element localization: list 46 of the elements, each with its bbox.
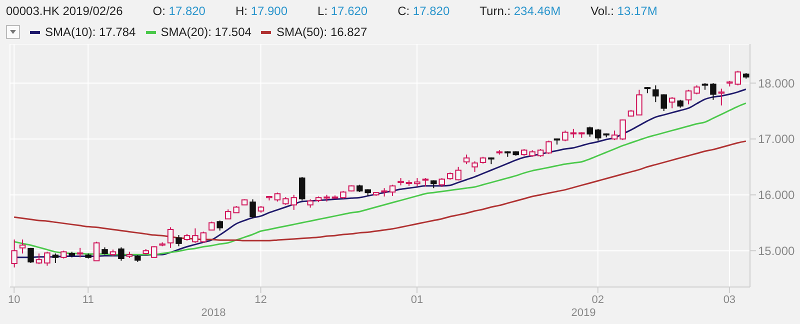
candlestick (586, 126, 594, 138)
text: 2018 (200, 307, 227, 319)
text: C: 17.820 (398, 4, 450, 18)
x-tick-label: 02 (592, 294, 604, 306)
candlestick (118, 246, 124, 262)
y-tick-label: 18.000 (758, 76, 796, 90)
y-tick-label: 16.000 (758, 188, 796, 202)
candlestick (455, 166, 462, 181)
text: H: 17.900 (235, 4, 288, 18)
candlestick (636, 89, 642, 116)
text: Vol.: 13.17M (590, 4, 658, 18)
text: 2019 (570, 307, 597, 319)
text: L: 17.620 (318, 4, 368, 18)
x-tick-label: 10 (8, 294, 20, 306)
candlestick (167, 226, 174, 248)
candlestick (298, 176, 306, 201)
x-tick-label: 03 (723, 294, 736, 306)
legend-label: SMA(10): 17.784 (45, 25, 136, 39)
text: O: 17.820 (152, 4, 206, 18)
candlestick (685, 89, 692, 105)
candlestick (28, 247, 34, 264)
candlestick (250, 198, 256, 219)
candlestick (52, 252, 59, 264)
chart-title: 00003.HK 2019/02/26 (6, 4, 123, 18)
legend-label: SMA(20): 17.504 (160, 25, 252, 39)
candlestick (594, 128, 602, 142)
candlestick (668, 96, 676, 109)
candlestick (472, 160, 478, 172)
candlestick (660, 94, 668, 112)
candlestick (176, 234, 182, 247)
x-tick-label: 01 (410, 294, 424, 306)
candlestick (463, 154, 470, 165)
x-tick-label: 12 (254, 294, 267, 306)
text: Turn.: 234.46M (480, 4, 561, 18)
candlestick (192, 228, 198, 244)
candlestick (710, 82, 716, 100)
candlestick (36, 252, 42, 265)
candlestick (718, 88, 725, 106)
candlestick (200, 231, 207, 244)
candlestick (652, 84, 659, 103)
y-tick-label: 15.000 (758, 244, 796, 258)
x-tick-label: 11 (82, 294, 94, 306)
candlestick (224, 208, 232, 220)
candlestick (216, 220, 224, 232)
y-tick-label: 17.000 (758, 132, 796, 146)
legend-label: SMA(50): 16.827 (276, 25, 368, 39)
